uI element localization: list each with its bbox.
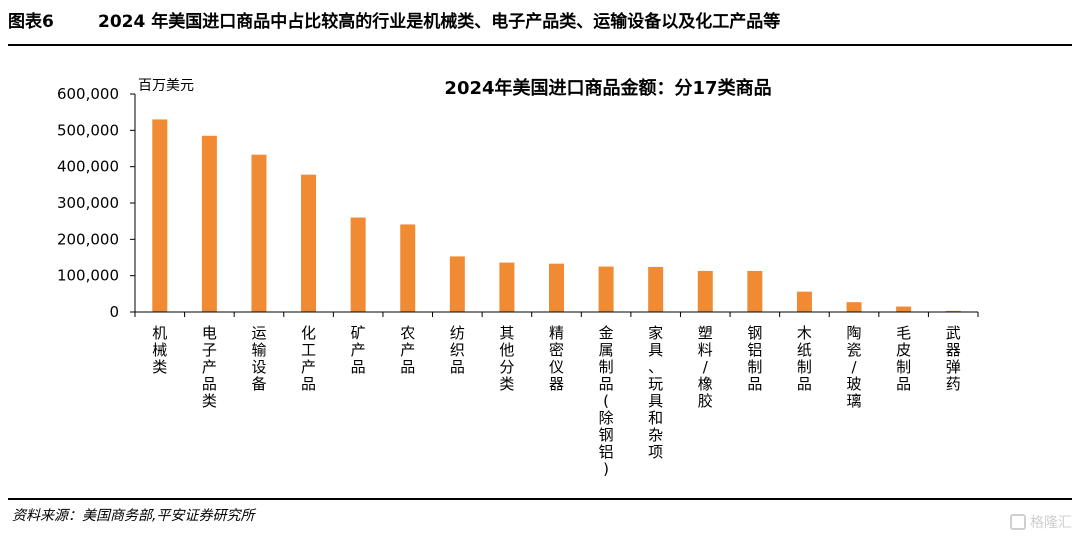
bar bbox=[747, 270, 763, 312]
bar bbox=[549, 263, 564, 312]
bar bbox=[449, 256, 465, 312]
bar bbox=[400, 224, 416, 312]
bar bbox=[301, 174, 317, 312]
footer-rule bbox=[8, 498, 1072, 500]
y-tick-label: 500,000 bbox=[57, 121, 119, 139]
bar bbox=[598, 266, 614, 312]
x-tick-label: 机械类 bbox=[152, 324, 167, 376]
x-tick-label: 陶瓷/玻璃 bbox=[847, 324, 862, 410]
bar bbox=[796, 291, 812, 312]
bar bbox=[846, 302, 862, 312]
x-axis-labels: 机械类 电子产品类 运输设备 化工产品 矿产品 农产品 纺织品 其他分类 精密仪器 金属制品(除钢… bbox=[152, 324, 960, 478]
figure-title: 2024 年美国进口商品中占比较高的行业是机械类、电子产品类、运输设备以及化工产… bbox=[98, 12, 781, 32]
figure-header: 图表6 2024 年美国进口商品中占比较高的行业是机械类、电子产品类、运输设备以… bbox=[8, 12, 1072, 46]
x-tick-label: 矿产品 bbox=[351, 324, 366, 376]
x-tick-label: 家具、玩具和杂项 bbox=[648, 324, 663, 461]
y-axis: 0 100,000 200,000 300,000 400,000 500,000 600,… bbox=[57, 85, 136, 321]
x-tick-label: 农产品 bbox=[400, 324, 415, 376]
bars-group bbox=[152, 119, 961, 312]
bar bbox=[152, 119, 168, 312]
y-tick-label: 200,000 bbox=[57, 230, 119, 248]
bar bbox=[499, 262, 515, 312]
bar bbox=[896, 306, 912, 312]
bar bbox=[350, 217, 366, 312]
y-tick-label: 0 bbox=[109, 303, 119, 321]
x-tick-label: 木纸制品 bbox=[797, 324, 812, 393]
y-tick-label: 600,000 bbox=[57, 85, 119, 103]
y-axis-unit-label: 百万美元 bbox=[138, 78, 194, 94]
x-tick-label: 精密仪器 bbox=[549, 324, 564, 393]
x-tick-label: 运输设备 bbox=[251, 324, 266, 393]
bar bbox=[251, 154, 267, 312]
figure-label: 图表6 bbox=[8, 12, 54, 32]
bar bbox=[697, 270, 713, 312]
x-tick-label: 化工产品 bbox=[301, 324, 316, 393]
watermark: 格隆汇 bbox=[1010, 512, 1072, 532]
bar bbox=[201, 135, 217, 312]
x-tick-label: 塑料/橡胶 bbox=[698, 324, 713, 410]
x-axis bbox=[134, 311, 979, 317]
x-tick-label: 其他分类 bbox=[499, 324, 514, 393]
x-tick-label: 纺织品 bbox=[450, 324, 465, 376]
x-tick-label: 金属制品(除钢铝) bbox=[599, 324, 614, 478]
y-tick-label: 300,000 bbox=[57, 194, 119, 212]
x-tick-label: 电子产品类 bbox=[202, 324, 217, 410]
bar-chart: 2024年美国进口商品金额：分17类商品 百万美元 0 100,000 200,00… bbox=[57, 77, 979, 478]
x-tick-label: 毛皮制品 bbox=[896, 324, 911, 393]
bar bbox=[648, 266, 664, 312]
y-tick-label: 400,000 bbox=[57, 158, 119, 176]
bar bbox=[945, 310, 961, 312]
x-tick-label: 钢铝制品 bbox=[747, 324, 762, 393]
source-note: 资料来源：美国商务部,平安证券研究所 bbox=[12, 508, 255, 524]
y-tick-label: 100,000 bbox=[57, 267, 119, 285]
chart-title: 2024年美国进口商品金额：分17类商品 bbox=[444, 77, 771, 99]
watermark-logo-icon bbox=[1010, 514, 1026, 530]
watermark-text: 格隆汇 bbox=[1030, 515, 1072, 531]
x-tick-label: 武器弹药 bbox=[946, 324, 961, 393]
header-rule bbox=[8, 44, 1072, 46]
